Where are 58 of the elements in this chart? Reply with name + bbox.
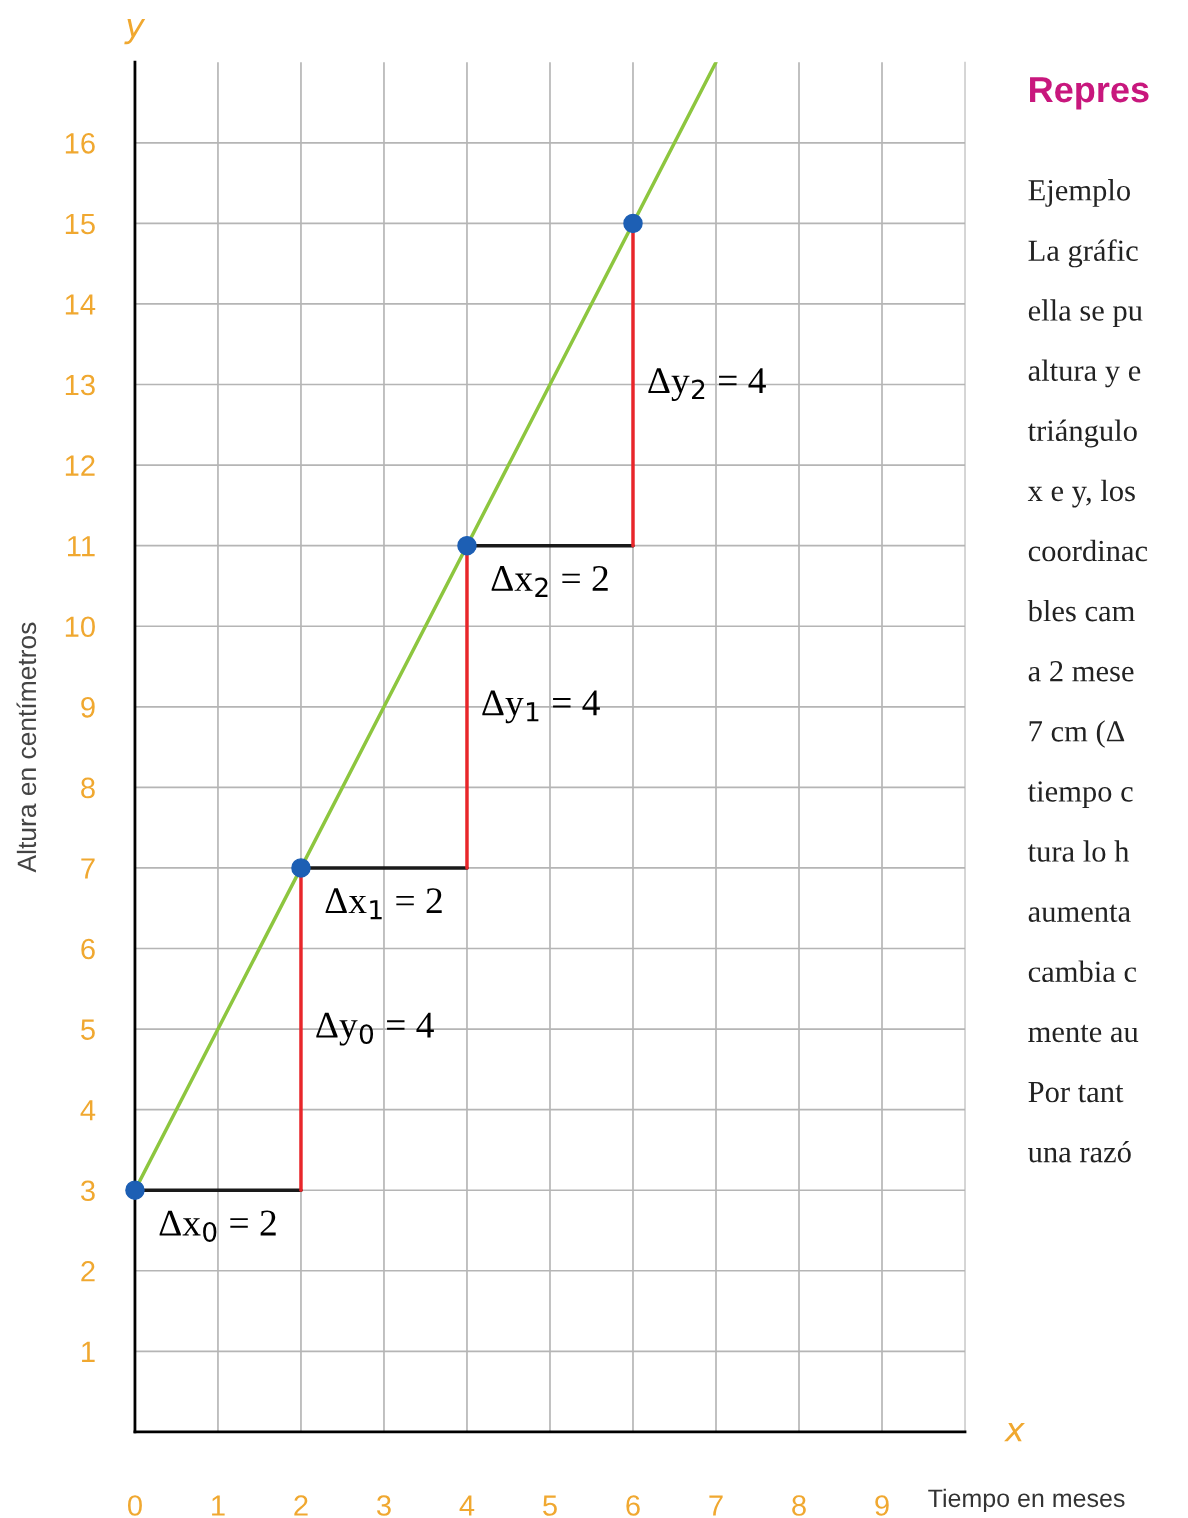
y-tick-label: 6 [81, 938, 95, 960]
x-axis-title: Tiempo en meses [928, 1488, 1125, 1513]
text: x e y, los [1027, 479, 1135, 508]
annotation: Δx$_{2}$ = 2 [491, 566, 608, 597]
text: ella se pu [1028, 299, 1143, 328]
x-tick-label: 3 [376, 1495, 391, 1516]
text: aumenta [1028, 904, 1131, 922]
text: triángulo [1027, 419, 1137, 448]
text: mente au [1028, 1024, 1139, 1043]
text: bles cam [1027, 599, 1135, 622]
y-tick-label: 4 [80, 1100, 96, 1121]
text: tiempo c [1027, 781, 1133, 808]
y-tick-label: 8 [81, 777, 95, 799]
y-tick-label: 13 [65, 374, 95, 396]
x-tick-label: 6 [626, 1495, 640, 1516]
y-tick-label: 5 [81, 1019, 95, 1040]
text: tura lo h [1027, 840, 1130, 862]
x-tick-label: 9 [875, 1495, 889, 1516]
x-tick-label: 0 [127, 1495, 142, 1516]
annotation: Δy$_{0}$ = 4 [316, 1012, 434, 1046]
text: coordinac [1028, 539, 1148, 562]
text: altura y e [1028, 359, 1141, 388]
text: 7 cm (Δ [1029, 720, 1125, 748]
point [457, 535, 477, 556]
point [125, 1180, 145, 1200]
annotation: Δx$_{0}$ = 2 [159, 1210, 276, 1242]
y-tick-label: 12 [65, 455, 95, 476]
y-tick-label: 1 [82, 1341, 95, 1362]
y-tick-label: 9 [81, 697, 95, 718]
text: y [124, 18, 146, 45]
text: cambia c [1028, 960, 1137, 983]
x-tick-label: 2 [294, 1495, 308, 1516]
y-tick-label: 2 [81, 1260, 95, 1282]
text: a 2 mese [1028, 661, 1134, 682]
text: x [1004, 1422, 1025, 1442]
point [291, 858, 311, 878]
y-tick-label: 15 [65, 213, 95, 235]
y-tick-label: 10 [65, 616, 95, 638]
point [623, 213, 643, 234]
y-tick-label: 7 [81, 858, 95, 879]
x-tick-label: 5 [543, 1495, 557, 1516]
text: una razó [1028, 1140, 1131, 1163]
y-tick-label: 3 [80, 1180, 95, 1202]
x-tick-label: 4 [459, 1495, 475, 1516]
annotation: Δy$_{1}$ = 4 [482, 690, 600, 724]
x-tick-label: 1 [212, 1495, 225, 1516]
text: Repres [1030, 77, 1149, 110]
annotation: Δx$_{1}$ = 2 [325, 888, 442, 920]
annotation: Δy$_{2}$ = 4 [648, 368, 766, 401]
y-tick-label: 11 [68, 536, 95, 557]
text: La gráfic [1028, 239, 1138, 268]
y-tick-label: 14 [65, 294, 96, 315]
text: Ejemplo [1028, 179, 1130, 207]
y-tick-label: 16 [65, 133, 95, 154]
x-tick-label: 8 [792, 1495, 806, 1516]
x-tick-label: 7 [709, 1495, 723, 1516]
y-axis-title: Altura en centímetros [16, 622, 37, 873]
text: Por tant [1028, 1082, 1124, 1103]
